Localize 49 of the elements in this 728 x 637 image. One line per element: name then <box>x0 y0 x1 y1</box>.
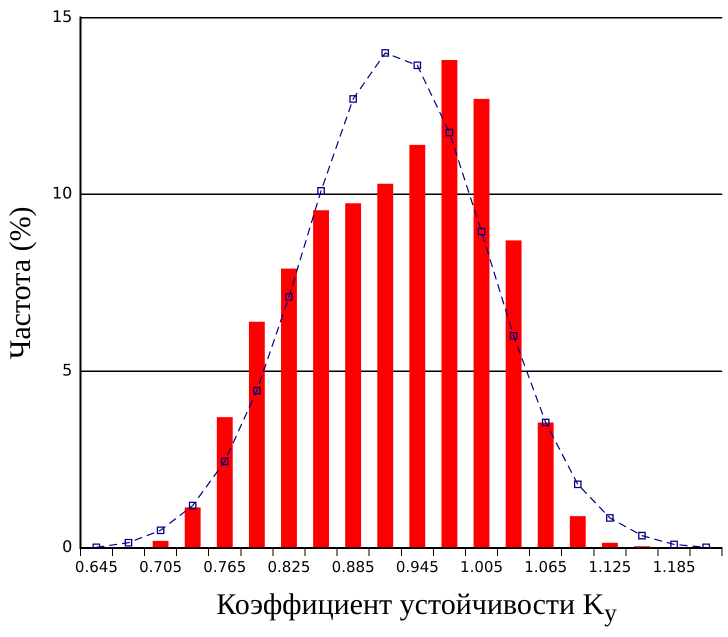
bar <box>345 203 362 548</box>
y-tick-label: 5 <box>62 360 72 380</box>
bar <box>409 144 426 548</box>
point <box>188 502 197 510</box>
y-tick-label: 0 <box>62 537 72 556</box>
point <box>349 95 357 103</box>
x-tick-label: 1.185 <box>652 558 696 576</box>
point <box>285 293 293 301</box>
point <box>156 526 164 534</box>
bar <box>441 60 458 548</box>
bar <box>506 240 522 548</box>
x-tick-label: 0.705 <box>139 558 182 576</box>
x-tick-label: 0.945 <box>396 558 439 576</box>
point <box>542 418 550 426</box>
bar <box>184 507 201 548</box>
x-tick-label: 0.645 <box>74 558 118 576</box>
x-tick-label: 1.065 <box>524 558 568 576</box>
bar <box>216 417 233 548</box>
y-tick-label: 15 <box>52 6 72 26</box>
bar <box>377 184 394 548</box>
y-axis-title: Частота (%) <box>4 206 37 360</box>
bar <box>538 422 554 548</box>
point <box>510 332 518 340</box>
point <box>124 538 132 547</box>
x-tick-label: 0.885 <box>332 558 375 576</box>
point <box>317 187 325 195</box>
point <box>381 49 390 57</box>
point <box>220 458 229 466</box>
bar <box>602 542 618 548</box>
x-tick-label: 0.765 <box>203 558 246 576</box>
x-tick-label: 0.825 <box>267 558 310 576</box>
bar <box>474 98 490 548</box>
x-tick-label: 1.125 <box>588 558 632 576</box>
x-tick-label: 1.005 <box>460 558 503 576</box>
point <box>446 128 454 136</box>
point <box>253 386 261 394</box>
point <box>670 540 678 548</box>
bar <box>570 516 586 548</box>
point <box>574 480 582 488</box>
bar <box>248 322 265 548</box>
y-tick-label: 10 <box>52 184 72 203</box>
x-axis-title: Коэффициент устойчивости K$_{y}$ <box>215 588 618 628</box>
bar <box>281 268 297 548</box>
bar <box>152 540 169 548</box>
point <box>638 532 646 540</box>
point <box>413 62 422 70</box>
point <box>478 228 486 236</box>
point <box>606 514 614 522</box>
bar <box>313 210 329 548</box>
